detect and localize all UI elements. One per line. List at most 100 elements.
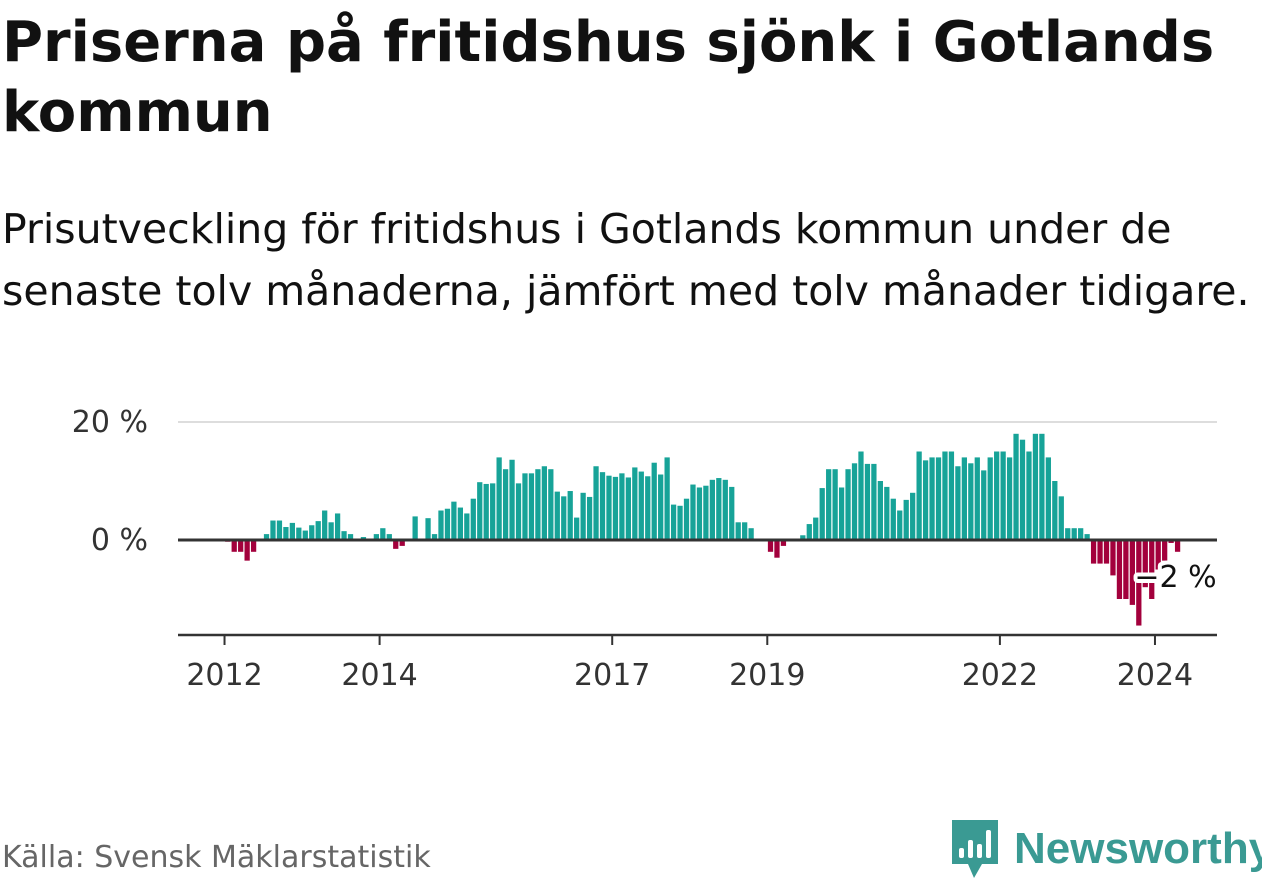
bar — [658, 474, 664, 540]
bar-chart: 0 %20 %2012 2014 2017 2019 2022 2024−2 %−2 % — [72, 405, 1221, 693]
bar — [548, 469, 554, 540]
bar — [1142, 540, 1148, 588]
x-tick-label: 2022 — [962, 658, 1038, 693]
bar — [399, 540, 405, 546]
chart-title: Priserna på fritidshus sjönk i Gotlands … — [2, 10, 1215, 145]
bar — [897, 510, 903, 540]
bar — [994, 451, 1000, 540]
bar — [890, 498, 896, 540]
bar — [677, 505, 683, 540]
bar — [806, 524, 812, 540]
bar — [922, 460, 929, 540]
bar — [509, 459, 515, 540]
bar — [574, 517, 580, 540]
bar — [490, 483, 496, 540]
bar — [767, 540, 774, 552]
bar — [838, 487, 845, 540]
bar — [1162, 540, 1168, 561]
bar — [1078, 528, 1084, 540]
bar — [748, 528, 754, 540]
bar — [1006, 457, 1013, 540]
bar — [884, 486, 890, 540]
bar — [961, 457, 967, 540]
source-note: Källa: Svensk Mäklarstatistik — [2, 840, 431, 875]
bar — [625, 477, 631, 540]
bar — [651, 462, 657, 540]
bar — [347, 534, 354, 540]
x-tick-label: 2017 — [574, 658, 650, 693]
bar — [451, 501, 457, 540]
newsworthy-logo-icon — [952, 820, 998, 878]
bar — [1084, 534, 1090, 540]
bar — [638, 471, 644, 540]
bar — [619, 473, 625, 540]
bar — [283, 527, 289, 540]
bar — [464, 513, 470, 540]
bar — [431, 534, 438, 540]
bar — [729, 486, 735, 540]
bar — [502, 469, 509, 540]
bar — [444, 508, 451, 540]
bar — [987, 457, 993, 540]
x-tick-label: 2019 — [729, 658, 805, 693]
bar — [826, 469, 832, 540]
bar — [774, 540, 780, 558]
bar — [231, 540, 237, 552]
y-tick-label: 0 % — [91, 523, 148, 558]
bar — [1032, 433, 1039, 540]
bar — [1136, 540, 1142, 626]
bar — [561, 496, 567, 540]
bar — [483, 483, 489, 540]
bar — [1090, 540, 1097, 564]
last-value-label: −2 % — [1134, 560, 1216, 595]
bar — [742, 522, 748, 540]
bar — [851, 463, 858, 540]
brand-logo: Newsworthy — [950, 818, 1262, 880]
bar — [244, 540, 250, 561]
bar — [1155, 540, 1161, 570]
bar — [386, 534, 392, 540]
bar — [690, 484, 696, 540]
bar — [858, 451, 864, 540]
bar — [780, 540, 787, 546]
bar — [722, 479, 728, 540]
bar — [276, 520, 283, 540]
bar — [250, 540, 257, 552]
bar — [703, 485, 709, 540]
bar — [438, 510, 444, 540]
bar — [929, 457, 935, 540]
bar — [296, 527, 302, 540]
bar — [845, 469, 851, 540]
bar — [1174, 540, 1181, 552]
y-tick-label: 20 % — [72, 405, 148, 440]
bar — [800, 535, 806, 540]
bar — [716, 478, 722, 540]
bar — [1097, 540, 1103, 564]
bar — [1039, 433, 1045, 540]
bar — [664, 457, 670, 540]
bar — [813, 517, 819, 540]
x-tick-label: 2014 — [341, 658, 417, 693]
brand-name: Newsworthy — [1014, 824, 1262, 873]
bar — [1123, 540, 1129, 599]
bar — [1129, 540, 1135, 605]
bar — [864, 463, 871, 540]
bar — [567, 491, 573, 540]
bar — [981, 470, 987, 540]
bar — [935, 457, 942, 540]
bar — [1045, 457, 1051, 540]
bar — [832, 469, 838, 540]
bar — [683, 498, 690, 540]
bar — [528, 473, 535, 540]
bar — [270, 520, 276, 540]
bar — [263, 534, 270, 540]
x-tick-label: 2012 — [186, 658, 262, 693]
bar — [380, 528, 386, 540]
bar — [302, 530, 308, 540]
bar — [696, 487, 703, 540]
bar — [593, 466, 599, 540]
bar — [412, 516, 418, 540]
bar — [974, 457, 980, 540]
bar — [535, 469, 541, 540]
bar — [877, 481, 883, 540]
